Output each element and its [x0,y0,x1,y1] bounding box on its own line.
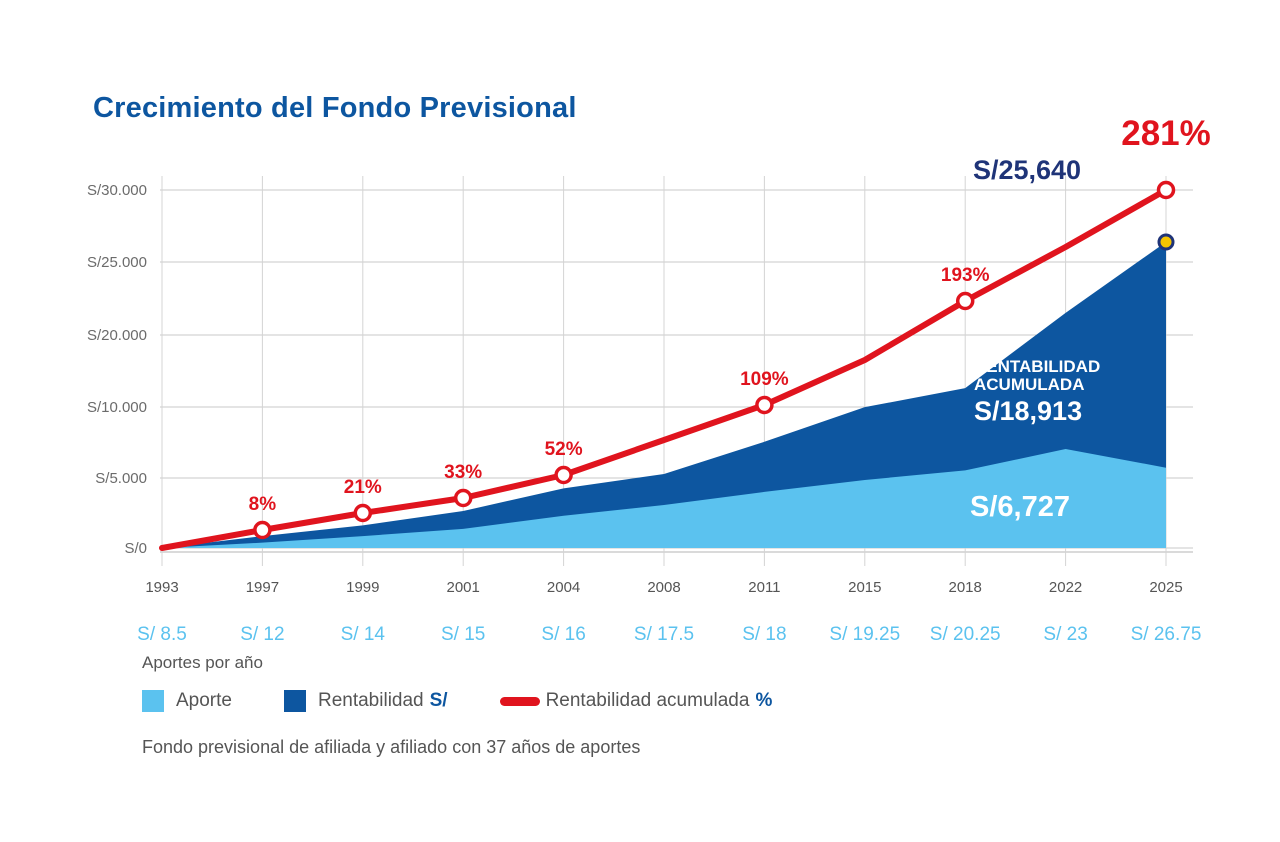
y-tick-label: S/25.000 [87,254,147,271]
axis-ticks: S/0 S/5.000 S/10.000 S/20.000 S/25.000 S/30.0… [87,182,1201,645]
cumulative-line-series [159,187,1169,551]
percent-label: 109% [740,369,789,390]
legend-acumulada: Rentabilidad acumulada % [499,690,773,712]
percent-label: 33% [444,462,482,483]
chart-labels: 8% 21% 33% 52% 109% 193% 281% S/25,640 RENTABILI… [249,114,1211,523]
legend-rentabilidad-label: Rentabilidad [317,690,424,711]
y-tick-label: S/5.000 [95,470,147,487]
contribution-label: S/ 26.75 [1131,624,1202,645]
final-total-label: S/25,640 [973,155,1081,185]
x-tick-label: 2022 [1049,579,1082,596]
area-series [162,242,1166,548]
line-marker [755,395,774,415]
x-tick-label: 2008 [647,579,680,596]
x-tick-label: 2025 [1149,579,1182,596]
rentabilidad-annotation-line1: RENTABILIDAD [974,357,1100,376]
legend: Aporte Rentabilidad S/ Rentabilidad acum… [142,690,824,712]
contribution-label: S/ 18 [742,624,786,645]
x-tick-label: 2004 [547,579,580,596]
x-tick-label: 1993 [145,579,178,596]
line-marker [955,291,975,311]
contribution-label: S/ 8.5 [137,624,187,645]
legend-rentabilidad-swatch [283,690,306,712]
percent-label: 8% [249,494,277,515]
x-tick-label: 2001 [447,579,480,596]
legend-rentabilidad-unit: S/ [429,690,448,711]
contribution-label: S/ 16 [541,624,585,645]
final-percent-label: 281% [1121,114,1211,153]
rentabilidad-value: S/18,913 [974,396,1082,426]
line-marker [253,520,272,540]
contribution-label: S/ 15 [441,624,485,645]
x-tick-label: 2018 [949,579,982,596]
chart-title: Crecimiento del Fondo Previsional [93,92,577,124]
footnote: Fondo previsional de afiliada y afiliado… [142,737,641,757]
rentabilidad-annotation-line2: ACUMULADA [974,375,1084,394]
contribution-label: S/ 20.25 [930,624,1001,645]
x-tick-label: 1999 [346,579,379,596]
contribution-label: S/ 14 [341,624,386,645]
contribution-label: S/ 23 [1043,624,1087,645]
legend-rentabilidad: Rentabilidad S/ [283,690,448,712]
contributions-caption: Aportes por año [142,653,263,672]
y-tick-label: S/30.000 [87,182,147,199]
aporte-area [162,448,1166,548]
line-marker [453,488,473,508]
y-tick-label: S/10.000 [87,399,147,416]
x-tick-label: 1997 [246,579,279,596]
y-tick-label: S/20.000 [87,327,147,344]
line-marker [554,465,573,485]
percent-label: 21% [344,477,382,498]
legend-acumulada-unit: % [755,690,773,711]
line-markers [253,180,1176,540]
line-marker [1156,180,1176,200]
legend-acumulada-swatch [499,696,540,706]
legend-aporte-swatch [142,690,164,712]
x-tick-label: 2015 [848,579,881,596]
aporte-value: S/6,727 [970,491,1070,523]
percent-label: 52% [545,439,583,460]
contribution-label: S/ 19.25 [829,624,900,645]
x-tick-label: 2011 [748,579,780,596]
rentabilidad-area [162,242,1166,548]
line-marker [353,503,373,523]
contribution-label: S/ 12 [240,624,284,645]
legend-aporte: Aporte [142,690,232,712]
percent-label: 193% [941,265,990,286]
final-total-marker [1157,233,1175,251]
legend-acumulada-label: Rentabilidad acumulada [545,690,750,711]
legend-aporte-label: Aporte [176,690,232,711]
y-tick-label: S/0 [124,540,147,557]
contribution-label: S/ 17.5 [634,624,694,645]
cumulative-line [159,187,1169,551]
